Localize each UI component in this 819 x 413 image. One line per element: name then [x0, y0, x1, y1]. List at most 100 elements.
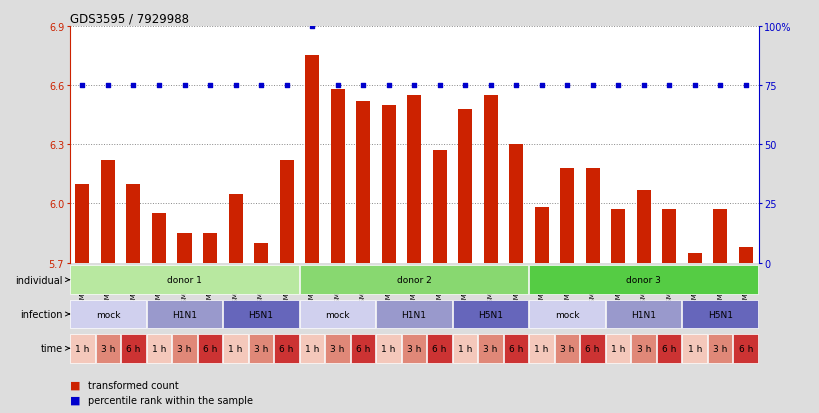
- Point: [713, 83, 726, 89]
- Point: [509, 83, 522, 89]
- Bar: [605, 300, 681, 329]
- Bar: [300, 266, 527, 294]
- Bar: [529, 334, 553, 363]
- Bar: [248, 334, 273, 363]
- Bar: [147, 334, 171, 363]
- Bar: [197, 334, 222, 363]
- Point: [305, 24, 319, 30]
- Text: 1 h: 1 h: [381, 344, 396, 353]
- Text: ■: ■: [70, 395, 80, 405]
- Bar: [631, 334, 655, 363]
- Bar: [452, 300, 527, 329]
- Bar: [529, 300, 604, 329]
- Bar: [325, 334, 350, 363]
- Point: [662, 83, 675, 89]
- Text: 3 h: 3 h: [636, 344, 650, 353]
- Bar: [152, 214, 165, 263]
- Text: 6 h: 6 h: [585, 344, 600, 353]
- Text: transformed count: transformed count: [88, 380, 179, 390]
- Bar: [223, 300, 298, 329]
- Text: percentile rank within the sample: percentile rank within the sample: [88, 395, 252, 405]
- Bar: [355, 102, 369, 263]
- Point: [152, 83, 165, 89]
- Point: [738, 83, 751, 89]
- Bar: [707, 334, 731, 363]
- Bar: [75, 184, 89, 263]
- Text: 6 h: 6 h: [432, 344, 446, 353]
- Text: ■: ■: [70, 380, 80, 390]
- Text: 6 h: 6 h: [202, 344, 217, 353]
- Point: [356, 83, 369, 89]
- Bar: [636, 190, 650, 263]
- Bar: [504, 334, 527, 363]
- Bar: [101, 161, 115, 263]
- Bar: [300, 300, 375, 329]
- Text: 1 h: 1 h: [534, 344, 548, 353]
- Bar: [126, 184, 140, 263]
- Bar: [274, 334, 298, 363]
- Text: mock: mock: [96, 310, 120, 319]
- Bar: [305, 56, 319, 263]
- Bar: [509, 145, 523, 263]
- Bar: [529, 266, 757, 294]
- Point: [203, 83, 216, 89]
- Bar: [681, 334, 706, 363]
- Bar: [70, 300, 146, 329]
- Point: [535, 83, 548, 89]
- Text: 6 h: 6 h: [279, 344, 293, 353]
- Text: time: time: [41, 344, 63, 354]
- Bar: [559, 169, 573, 263]
- Text: mock: mock: [325, 310, 350, 319]
- Text: 1 h: 1 h: [686, 344, 701, 353]
- Text: 6 h: 6 h: [509, 344, 523, 353]
- Text: 1 h: 1 h: [152, 344, 166, 353]
- Point: [279, 83, 292, 89]
- Bar: [477, 334, 502, 363]
- Bar: [585, 169, 599, 263]
- Bar: [376, 334, 400, 363]
- Point: [483, 83, 496, 89]
- Point: [178, 83, 191, 89]
- Bar: [254, 243, 268, 263]
- Point: [382, 83, 395, 89]
- Point: [560, 83, 573, 89]
- Text: 3 h: 3 h: [406, 344, 421, 353]
- Bar: [554, 334, 579, 363]
- Bar: [70, 334, 94, 363]
- Bar: [147, 300, 222, 329]
- Bar: [330, 90, 344, 263]
- Bar: [381, 106, 395, 263]
- Bar: [713, 210, 726, 263]
- Bar: [432, 151, 446, 263]
- Bar: [656, 334, 681, 363]
- Point: [586, 83, 599, 89]
- Text: donor 1: donor 1: [167, 275, 201, 285]
- Text: 3 h: 3 h: [177, 344, 192, 353]
- Point: [254, 83, 267, 89]
- Text: 3 h: 3 h: [713, 344, 726, 353]
- Bar: [70, 266, 298, 294]
- Text: 3 h: 3 h: [101, 344, 115, 353]
- Point: [687, 83, 700, 89]
- Text: 1 h: 1 h: [610, 344, 625, 353]
- Bar: [121, 334, 146, 363]
- Bar: [406, 96, 421, 263]
- Bar: [279, 161, 293, 263]
- Bar: [610, 210, 624, 263]
- Text: donor 2: donor 2: [396, 275, 431, 285]
- Point: [127, 83, 140, 89]
- Text: 3 h: 3 h: [483, 344, 497, 353]
- Bar: [738, 247, 752, 263]
- Bar: [177, 233, 192, 263]
- Bar: [96, 334, 120, 363]
- Point: [432, 83, 446, 89]
- Point: [458, 83, 471, 89]
- Text: 1 h: 1 h: [75, 344, 89, 353]
- Text: 6 h: 6 h: [738, 344, 752, 353]
- Bar: [172, 334, 197, 363]
- Text: H5N1: H5N1: [248, 310, 274, 319]
- Point: [611, 83, 624, 89]
- Text: H5N1: H5N1: [477, 310, 503, 319]
- Bar: [534, 208, 548, 263]
- Bar: [662, 210, 676, 263]
